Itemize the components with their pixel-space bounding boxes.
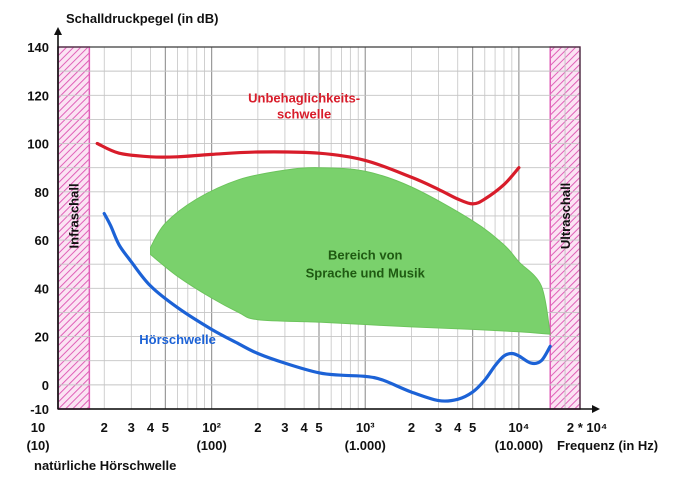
hearing-threshold-label: Hörschwelle (139, 332, 216, 347)
y-tick-label: 140 (27, 40, 49, 55)
area-layer (150, 167, 551, 335)
x-sub-tick-label: (100) (196, 438, 226, 453)
x-tick-label: 4 (454, 420, 462, 435)
y-tick-label: 120 (27, 88, 49, 103)
x-tick-label: 3 (128, 420, 135, 435)
x-sub-tick-label: (10.000) (495, 438, 543, 453)
x-tick-label: 10² (202, 420, 221, 435)
discomfort-threshold-line (95, 141, 521, 206)
y-tick-label: -10 (30, 402, 49, 417)
x-tick-label: 5 (162, 420, 169, 435)
x-axis-title: Frequenz (in Hz) (557, 438, 658, 453)
series-layer (95, 141, 552, 403)
natural-threshold-annotation: natürliche Hörschwelle (34, 458, 176, 473)
x-tick-label: 5 (315, 420, 322, 435)
x-sub-tick-label: (1.000) (345, 438, 386, 453)
x-tick-label: 10 (31, 420, 45, 435)
y-tick-label: 80 (35, 185, 49, 200)
hearing-threshold-line (102, 211, 552, 403)
text-layer: Infraschall Ultraschall Bereich von Sprache… (26, 11, 658, 473)
y-axis-title: Schalldruckpegel (in dB) (66, 11, 218, 26)
x-tick-label: 2 * 10⁴ (567, 420, 607, 435)
x-tick-label: 3 (281, 420, 288, 435)
x-tick-label: 3 (435, 420, 442, 435)
x-tick-label: 10³ (356, 420, 375, 435)
y-axis-arrow (54, 27, 62, 35)
y-tick-label: 40 (35, 281, 49, 296)
area-label: Bereich von (328, 247, 402, 262)
discomfort-threshold-label: Unbehaglichkeits- (248, 91, 360, 106)
x-tick-label: 10⁴ (508, 420, 529, 435)
area-label: Sprache und Musik (306, 265, 426, 280)
x-axis-arrow (592, 405, 600, 413)
x-tick-label: 2 (101, 420, 108, 435)
band-label-ultraschall: Ultraschall (558, 183, 573, 249)
band-label-infraschall: Infraschall (67, 183, 82, 248)
x-tick-label: 4 (147, 420, 155, 435)
y-tick-label: 0 (42, 378, 49, 393)
speech-music-area (150, 167, 551, 335)
discomfort-threshold-label: schwelle (277, 107, 331, 122)
y-tick-label: 20 (35, 330, 49, 345)
x-tick-label: 2 (408, 420, 415, 435)
x-sub-tick-label: (10) (26, 438, 49, 453)
x-tick-label: 4 (300, 420, 308, 435)
frame-layer (54, 27, 600, 413)
x-tick-label: 2 (254, 420, 261, 435)
x-tick-label: 5 (469, 420, 476, 435)
y-tick-label: 60 (35, 233, 49, 248)
y-tick-label: 100 (27, 137, 49, 152)
